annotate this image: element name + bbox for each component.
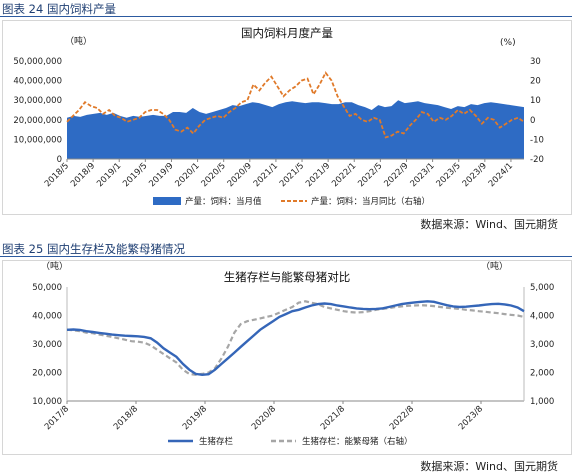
y-tick-label: 50,000 bbox=[32, 283, 62, 293]
x-tick-label: 2023/8 bbox=[457, 404, 485, 432]
x-tick-label: 2023/5 bbox=[435, 161, 463, 189]
y-tick-label: 50,000,000 bbox=[13, 57, 62, 67]
right-axis-unit: (%) bbox=[500, 38, 516, 48]
figure-24-panel: 国内饲料月度产量 （吨） (%) 0 10,000,000 20,000,000 30,00… bbox=[2, 20, 572, 215]
y-tick-label: 40,000 bbox=[32, 312, 62, 322]
x-tick-label: 2018/8 bbox=[112, 404, 140, 432]
series-area-feed-output bbox=[67, 100, 524, 159]
legend-swatch-feed-output bbox=[153, 197, 181, 205]
y2-tick-label: 0 bbox=[530, 116, 535, 126]
hog-inventory-chart: 生猪存栏与能繁母猪对比 （吨） （吨） 10,000 20,000 30,000 40,00… bbox=[32, 260, 554, 447]
series-line-hog-inventory bbox=[66, 300, 525, 377]
y-tick-label: 10,000 bbox=[32, 397, 62, 407]
y-tick-label: 10,000,000 bbox=[13, 135, 62, 145]
x-tick-label: 2018/9 bbox=[69, 161, 97, 189]
x-tick-label: 2021/1 bbox=[252, 161, 280, 189]
figure-24-caption: 图表 24 国内饲料产量 bbox=[2, 2, 116, 16]
figure-24-source: 数据来源：Wind、国元期货 bbox=[420, 218, 558, 231]
x-tick-label: 2022/1 bbox=[330, 161, 358, 189]
left-axis-unit: （吨） bbox=[41, 261, 68, 272]
y2-tick-label: 10 bbox=[530, 96, 541, 106]
legend-label-breeding-sows: 生猪存栏：能繁母猪（右轴） bbox=[302, 436, 413, 447]
x-tick-label: 2022/9 bbox=[382, 161, 410, 189]
x-tick-label: 2021/8 bbox=[319, 404, 347, 432]
right-axis-unit: （吨） bbox=[481, 261, 508, 272]
y-tick-label: 20,000 bbox=[32, 369, 62, 379]
y-tick-label: 20,000,000 bbox=[13, 116, 62, 126]
x-tick-label: 2019/5 bbox=[121, 161, 149, 189]
y-tick-label: 30,000 bbox=[32, 340, 62, 350]
x-tick-label: 2023/9 bbox=[461, 161, 489, 189]
x-tick-label: 2023/1 bbox=[409, 161, 437, 189]
x-tick-label: 2019/9 bbox=[147, 161, 175, 189]
legend-label-feed-yoy: 产量：饲料：当月同比（右轴） bbox=[311, 196, 430, 207]
y2-tick-label: -10 bbox=[530, 135, 544, 145]
x-tick-label: 2020/1 bbox=[173, 161, 201, 189]
y-tick-label: 30,000,000 bbox=[13, 96, 62, 106]
y2-tick-label: 4,000 bbox=[530, 312, 554, 322]
x-tick-label: 2021/9 bbox=[304, 161, 332, 189]
legend-label-feed-output: 产量：饲料：当月值 bbox=[185, 196, 262, 207]
y-tick-label: 0 bbox=[57, 155, 62, 165]
feed-production-chart: 国内饲料月度产量 （吨） (%) 0 10,000,000 20,000,000 30,00… bbox=[13, 26, 544, 207]
chart-title: 国内饲料月度产量 bbox=[241, 26, 333, 40]
chart-title: 生猪存栏与能繁母猪对比 bbox=[224, 270, 351, 284]
figure-25-caption-rule bbox=[0, 256, 572, 257]
x-tick-label: 2019/8 bbox=[181, 404, 209, 432]
y2-tick-label: 5,000 bbox=[530, 283, 554, 293]
y2-tick-label: 20 bbox=[530, 77, 541, 87]
x-tick-label: 2018/5 bbox=[43, 161, 71, 189]
x-tick-label: 2021/5 bbox=[278, 161, 306, 189]
figure-25-panel: 生猪存栏与能繁母猪对比 （吨） （吨） 10,000 20,000 30,000 40,00… bbox=[2, 260, 572, 455]
left-axis-unit: （吨） bbox=[65, 35, 92, 47]
x-tick-label: 2022/8 bbox=[388, 404, 416, 432]
x-tick-label: 2020/8 bbox=[250, 404, 278, 432]
x-tick-label: 2020/9 bbox=[226, 161, 254, 189]
x-tick-label: 2020/5 bbox=[200, 161, 228, 189]
y2-tick-label: 1,000 bbox=[530, 397, 554, 407]
figure-25-caption: 图表 25 国内生存栏及能繁母猪情况 bbox=[2, 242, 185, 256]
x-tick-label: 2019/1 bbox=[95, 161, 123, 189]
x-tick-label: 2024/1 bbox=[487, 161, 515, 189]
figure-24-caption-rule bbox=[0, 16, 572, 17]
legend-label-hog-inventory: 生猪存栏 bbox=[199, 436, 234, 447]
y2-tick-label: 2,000 bbox=[530, 369, 554, 379]
series-line-feed-yoy bbox=[66, 71, 525, 139]
y-tick-label: 40,000,000 bbox=[13, 77, 62, 87]
series-line-breeding-sows bbox=[66, 300, 525, 376]
y2-tick-label: 30 bbox=[530, 57, 541, 67]
x-tick-label: 2022/5 bbox=[356, 161, 384, 189]
y2-tick-label: -20 bbox=[530, 155, 544, 165]
figure-25-source: 数据来源：Wind、国元期货 bbox=[420, 460, 558, 473]
y2-tick-label: 3,000 bbox=[530, 340, 554, 350]
x-tick-label: 2017/8 bbox=[43, 404, 71, 432]
